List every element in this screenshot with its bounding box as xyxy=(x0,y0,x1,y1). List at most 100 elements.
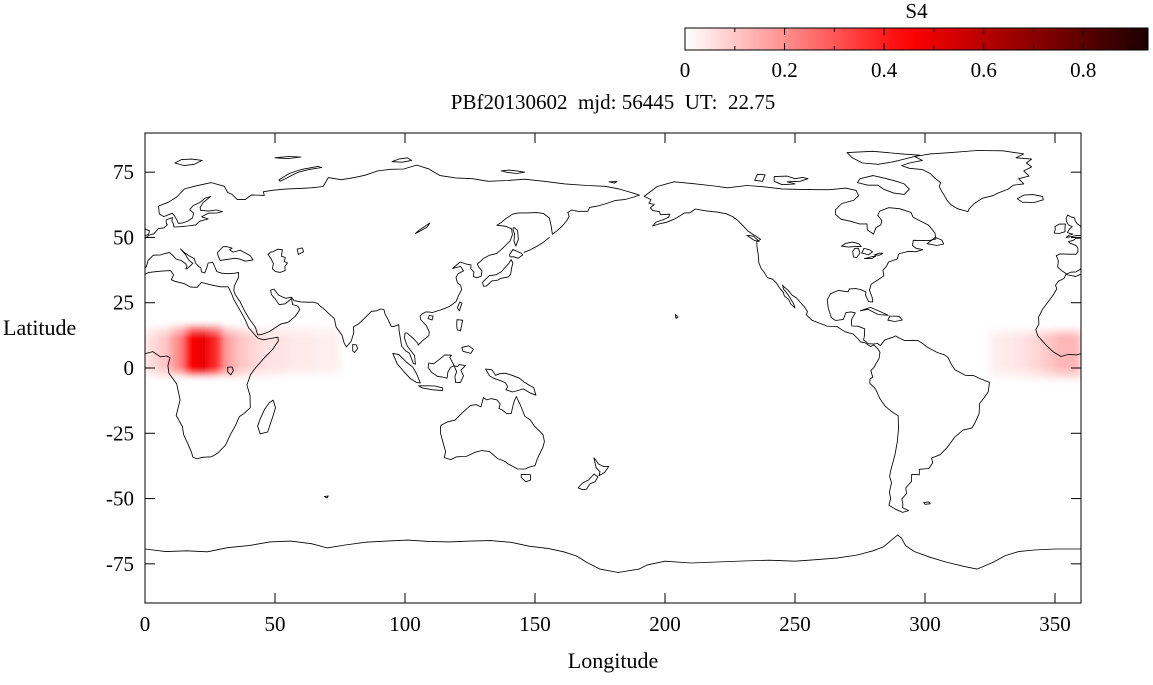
coastline-path xyxy=(278,165,323,182)
plot-title: PBf20130602 mjd: 56445 UT: 22.75 xyxy=(450,90,776,114)
coastline-path xyxy=(274,156,302,160)
coastline-path xyxy=(482,259,514,287)
coastline-path xyxy=(773,175,809,186)
coastline-path xyxy=(296,247,305,255)
y-tick-label: -25 xyxy=(106,421,134,445)
y-tick-label: 50 xyxy=(113,225,134,249)
coastline-path xyxy=(1065,214,1081,238)
coastline-path xyxy=(923,501,931,505)
colorbar-tick-label: 0.2 xyxy=(771,58,797,82)
coastline-path xyxy=(841,241,862,248)
coastline-path xyxy=(392,352,421,384)
x-tick-label: 0 xyxy=(140,612,151,636)
coastline-path xyxy=(846,150,921,165)
coastline-path xyxy=(1035,273,1081,357)
coastline-path xyxy=(485,368,537,396)
coastline-path xyxy=(512,226,519,247)
s4-cell xyxy=(183,323,198,376)
s4-cell xyxy=(1028,328,1043,382)
coastline-path xyxy=(643,181,990,513)
coastline-path xyxy=(1016,194,1044,203)
s4-cell xyxy=(1041,328,1056,382)
coastline-path xyxy=(352,344,359,354)
coastline-path xyxy=(859,306,889,316)
s4-cell xyxy=(300,323,315,376)
coastline-path xyxy=(461,345,474,354)
y-tick-label: 25 xyxy=(113,291,134,315)
s4-cell xyxy=(209,323,224,376)
coastline-path xyxy=(391,157,412,163)
coastline-path xyxy=(145,226,150,236)
coastline-path xyxy=(852,247,861,259)
y-axis-label: Latitude xyxy=(3,315,77,340)
coastline-path xyxy=(754,173,766,182)
coastline-path xyxy=(145,270,279,460)
coastline-path xyxy=(418,385,443,392)
coastline-path xyxy=(267,248,288,273)
s4-cell xyxy=(248,326,263,379)
y-tick-label: 0 xyxy=(124,356,135,380)
coastline-path xyxy=(887,315,903,322)
colorbar-gradient xyxy=(684,27,1149,51)
coastline-path xyxy=(1080,548,1081,550)
s4-cell xyxy=(1015,328,1030,382)
coastline-path xyxy=(608,181,618,184)
coastline-path xyxy=(145,164,640,365)
x-tick-label: 350 xyxy=(1039,612,1071,636)
s4-cell xyxy=(235,326,250,379)
coastline-path xyxy=(227,366,234,376)
coastline-path xyxy=(500,169,526,174)
colorbar-tick-label: 0.4 xyxy=(871,58,898,82)
colorbar-tick-label: 0.6 xyxy=(971,58,997,82)
x-tick-label: 50 xyxy=(265,612,286,636)
coastline-path xyxy=(217,246,254,262)
y-tick-label: -50 xyxy=(106,487,134,511)
axis-ticks xyxy=(144,133,1081,603)
coastline-path xyxy=(593,457,610,477)
y-tick-label: -75 xyxy=(106,552,134,576)
s4-cell xyxy=(196,323,211,376)
heatmap-cells xyxy=(145,323,1081,382)
coastline-path xyxy=(861,247,873,256)
coastline-path xyxy=(456,301,463,312)
coastline-path xyxy=(453,364,467,384)
s4-cell xyxy=(989,328,1004,382)
s4-cell xyxy=(1054,328,1069,382)
coastlines xyxy=(145,150,1081,573)
coastline-path xyxy=(926,236,945,246)
colorbar-tick-label: 0.8 xyxy=(1070,58,1096,82)
coastline-path xyxy=(427,354,455,379)
colorbar-label: S4 xyxy=(905,0,928,23)
s4-cell xyxy=(274,323,289,376)
coastline-path xyxy=(145,534,1081,573)
coastline-path xyxy=(174,158,203,167)
coastline-path xyxy=(873,252,884,256)
x-tick-label: 100 xyxy=(389,612,421,636)
s4-cell xyxy=(287,323,302,376)
coastline-path xyxy=(509,249,524,259)
coastline-path xyxy=(856,175,910,195)
coastline-path xyxy=(577,473,599,491)
s4-cell xyxy=(326,323,341,376)
y-tick-label: 75 xyxy=(113,160,134,184)
coastline-path xyxy=(323,495,329,499)
coastline-path xyxy=(1053,223,1066,234)
coastline-path xyxy=(439,396,545,470)
coastline-path xyxy=(414,222,431,234)
coastline-path xyxy=(901,150,1033,213)
s4-cell xyxy=(157,326,172,379)
colorbar-tick-label: 0 xyxy=(680,58,691,82)
coastline-path xyxy=(257,399,276,435)
coastline-path xyxy=(456,319,464,332)
coastline-path xyxy=(523,236,550,253)
x-tick-label: 150 xyxy=(519,612,551,636)
coastline-path xyxy=(427,315,434,321)
s4-cell xyxy=(1002,328,1017,382)
coastline-path xyxy=(674,314,679,319)
x-tick-label: 300 xyxy=(909,612,941,636)
x-tick-label: 200 xyxy=(649,612,681,636)
s4-cell xyxy=(313,323,328,376)
coastline-path xyxy=(863,255,877,260)
